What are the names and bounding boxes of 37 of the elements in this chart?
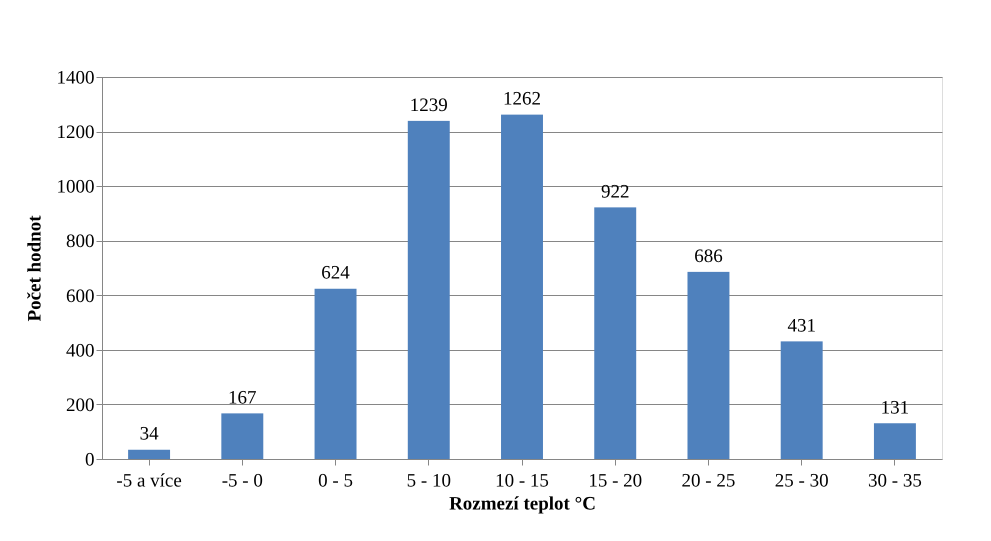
y-tick-label: 400 bbox=[66, 340, 94, 362]
y-tick-label: 200 bbox=[66, 394, 94, 416]
x-tick-label: -5 - 0 bbox=[222, 470, 263, 492]
data-label: 1239 bbox=[410, 94, 448, 116]
x-tick-label: 25 - 30 bbox=[774, 470, 829, 492]
x-tick-label: 20 - 25 bbox=[682, 470, 736, 492]
x-tick-label: 5 - 10 bbox=[406, 470, 451, 492]
y-axis-title: Počet hodnot bbox=[24, 214, 46, 322]
y-tick-label: 600 bbox=[66, 286, 94, 307]
y-tick-label: 800 bbox=[66, 231, 94, 252]
y-tick-label: 1400 bbox=[56, 68, 94, 88]
x-tick-label: 30 - 35 bbox=[868, 470, 922, 492]
bar bbox=[501, 114, 543, 459]
data-label: 34 bbox=[140, 424, 160, 445]
bar bbox=[594, 207, 636, 459]
data-label: 686 bbox=[694, 246, 723, 267]
x-tick-label: 15 - 20 bbox=[588, 470, 642, 492]
data-label: 431 bbox=[787, 315, 816, 336]
data-label: 167 bbox=[228, 387, 257, 408]
y-tick-label: 1200 bbox=[56, 122, 94, 144]
data-label: 1262 bbox=[503, 88, 541, 110]
x-tick-label: 0 - 5 bbox=[318, 470, 353, 492]
bar bbox=[128, 450, 170, 459]
bar bbox=[314, 288, 357, 459]
bar bbox=[874, 423, 916, 459]
bar bbox=[221, 413, 264, 459]
y-tick-label: 1000 bbox=[56, 176, 94, 198]
bar bbox=[687, 272, 730, 459]
data-label: 131 bbox=[880, 397, 910, 418]
data-label: 922 bbox=[600, 181, 630, 202]
x-tick-label: -5 a více bbox=[116, 470, 182, 492]
x-axis-title: Rozmezí teplot °C bbox=[449, 494, 596, 514]
bar bbox=[780, 341, 823, 459]
y-tick-label: 0 bbox=[85, 450, 94, 470]
data-label: 624 bbox=[321, 262, 350, 284]
x-tick-label: 10 - 15 bbox=[495, 470, 549, 492]
bar bbox=[408, 120, 450, 459]
